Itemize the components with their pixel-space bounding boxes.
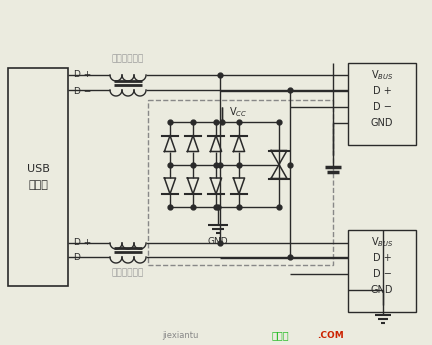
Text: 接线图: 接线图 — [271, 330, 289, 340]
Text: GND: GND — [208, 237, 229, 246]
Text: D +: D + — [373, 253, 391, 263]
Text: D −: D − — [74, 87, 91, 96]
Text: D +: D + — [74, 237, 91, 246]
Text: GND: GND — [371, 118, 393, 128]
Text: V$_{BUS}$: V$_{BUS}$ — [371, 235, 393, 249]
Text: jiexiantu: jiexiantu — [162, 331, 198, 339]
Text: .COM: .COM — [317, 331, 343, 339]
Bar — [348, 63, 416, 145]
Text: GND: GND — [371, 285, 393, 295]
Text: USB: USB — [26, 164, 49, 174]
Text: D −: D − — [74, 254, 91, 263]
Text: D +: D + — [373, 86, 391, 96]
Text: V$_{BUS}$: V$_{BUS}$ — [371, 68, 393, 82]
Bar — [148, 100, 333, 265]
Text: V$_{CC}$: V$_{CC}$ — [229, 105, 247, 119]
Text: D −: D − — [372, 269, 391, 279]
Bar — [348, 230, 416, 312]
Text: 共模扼流线圈: 共模扼流线圈 — [112, 268, 144, 277]
Text: D +: D + — [74, 69, 91, 79]
Bar — [8, 68, 68, 286]
Text: D −: D − — [372, 102, 391, 112]
Text: 共模扼流线圈: 共模扼流线圈 — [112, 55, 144, 63]
Text: 控制器: 控制器 — [28, 180, 48, 190]
